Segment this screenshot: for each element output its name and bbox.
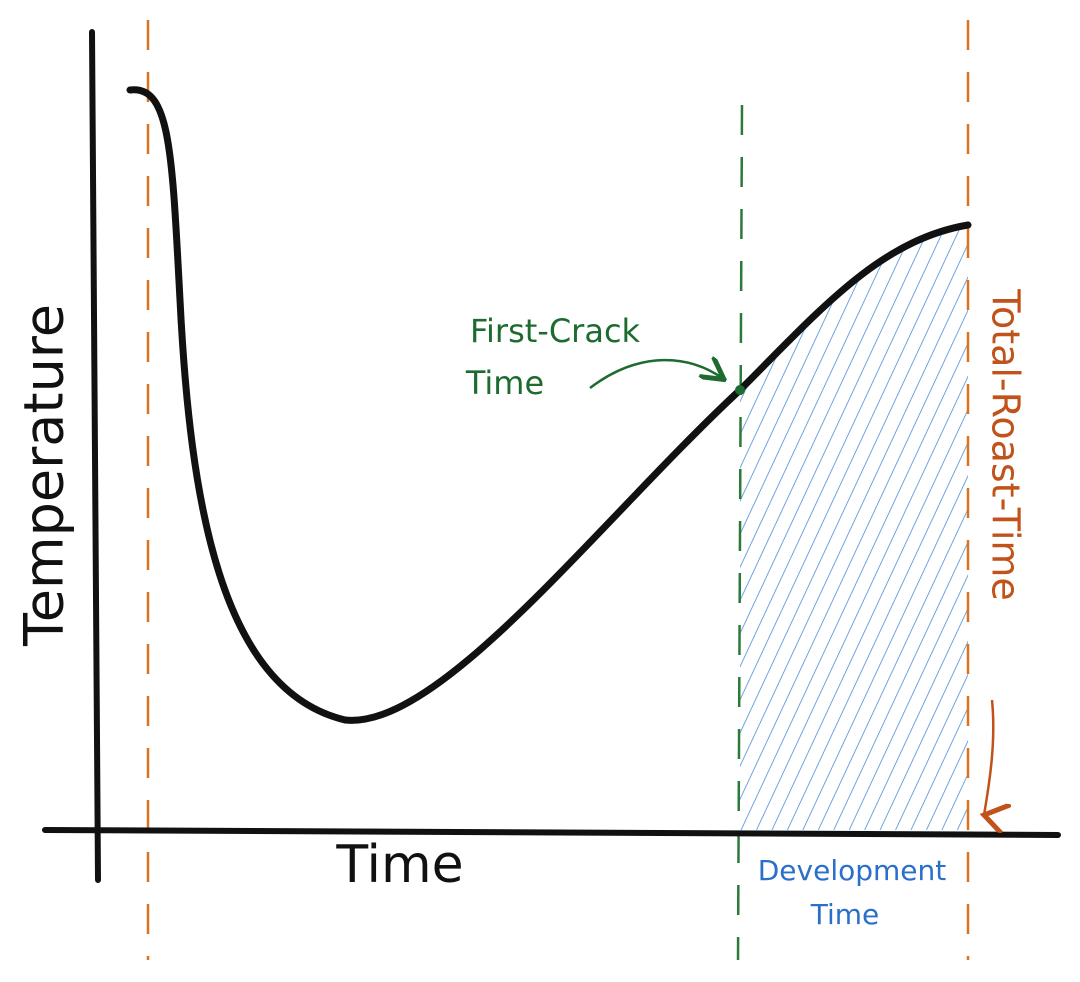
- temperature-curve: [126, 86, 972, 724]
- first-crack-arrow: [589, 360, 722, 389]
- y-axis-label: Temperature: [13, 304, 76, 647]
- development-hatch: [740, 225, 968, 830]
- development-label: Time: [810, 898, 880, 931]
- first-crack-label: First-Crack: [470, 312, 641, 350]
- first-crack-label: Time: [465, 364, 544, 402]
- total-roast-label: Total-Roast-Time: [984, 288, 1028, 601]
- x-axis-label: Time: [335, 835, 463, 895]
- first-crack-guide: [736, 104, 744, 961]
- total-roast-arrow: [984, 699, 993, 815]
- x-axis: [42, 827, 1061, 838]
- first-crack-point: [735, 385, 745, 395]
- y-axis: [89, 29, 101, 883]
- development-label: Development: [758, 854, 947, 887]
